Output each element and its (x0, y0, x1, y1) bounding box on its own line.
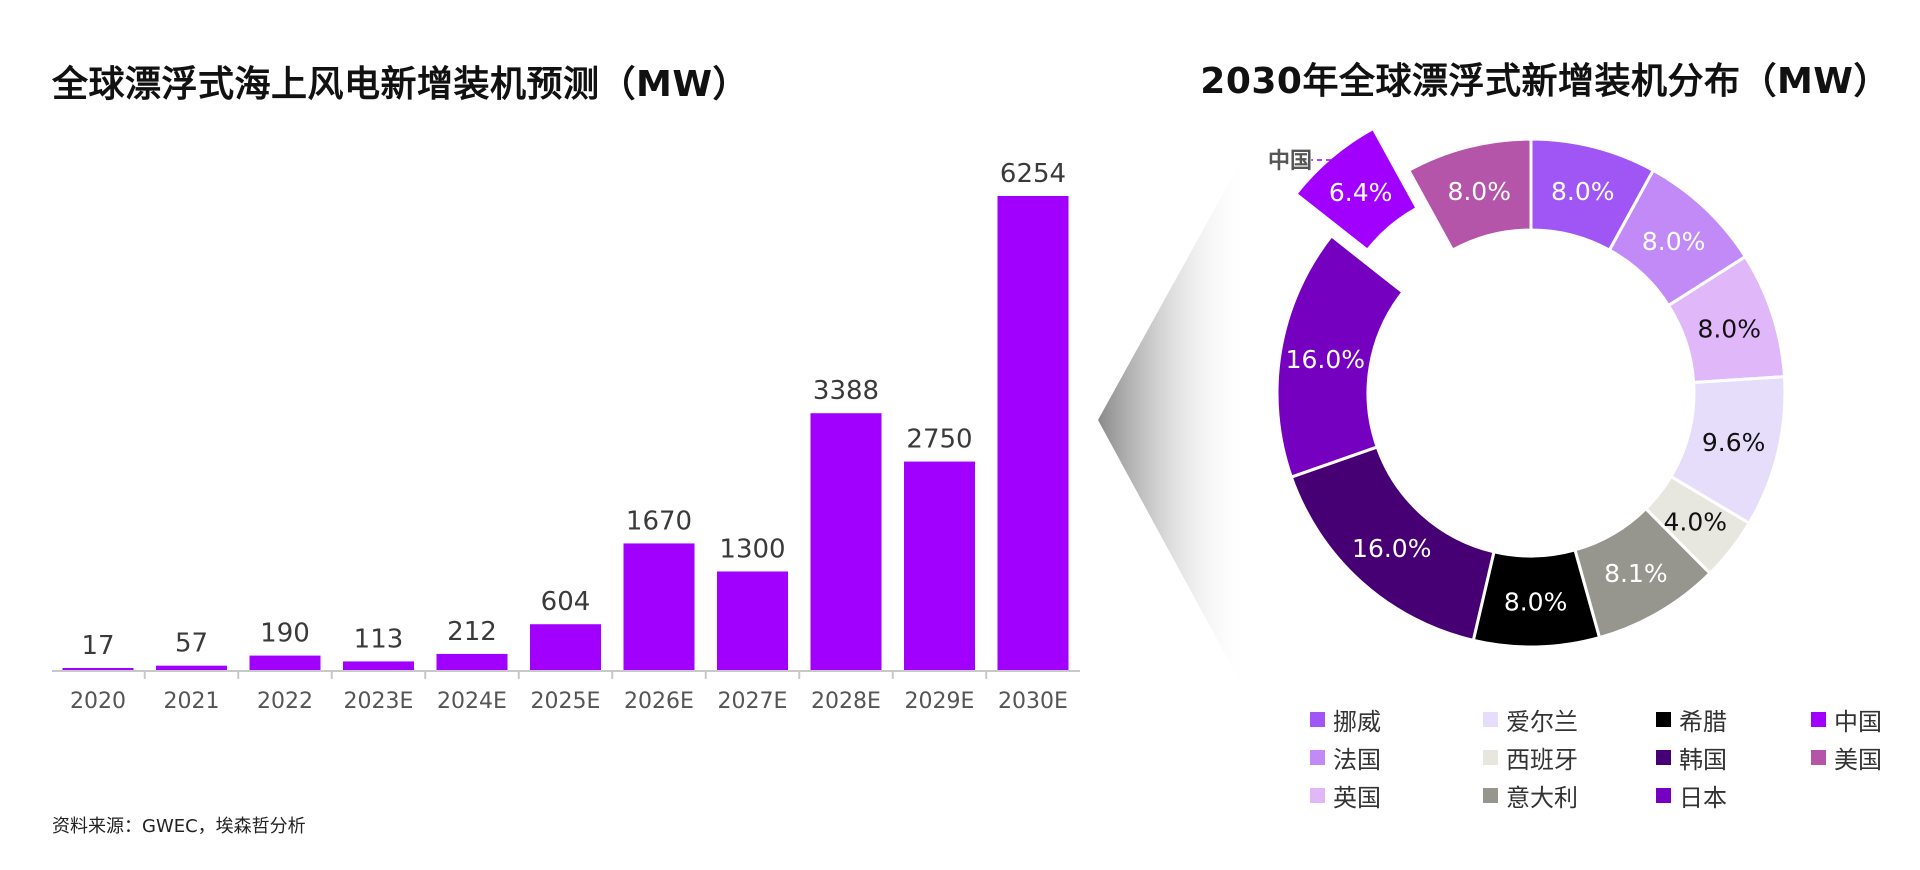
x-tick-label: 2022 (257, 689, 313, 714)
pie-chart-title: 2030年全球漂浮式新增装机分布（MW） (1200, 61, 1890, 102)
legend-label: 英国 (1333, 783, 1381, 812)
legend-item: 法国 (1310, 743, 1483, 774)
bar-2028E (810, 413, 882, 670)
bar-value-label: 212 (447, 617, 497, 647)
x-tick-label: 2024E (437, 689, 507, 714)
bar-value-label: 57 (175, 629, 208, 659)
legend-item: 爱尔兰 (1483, 705, 1656, 736)
legend-label: 爱尔兰 (1506, 707, 1578, 736)
bar-value-label: 1300 (719, 534, 785, 564)
callout-label: 中国 (1268, 149, 1312, 174)
bar-2029E (904, 461, 975, 670)
slice-label: 16.0% (1286, 345, 1365, 374)
donut-chart: 8.0% 8.0% 8.0% 9.6% 4.0% 8.1% 8.0% 16.0% 16.0% 6.… (1268, 126, 1787, 649)
bar-value-label: 190 (260, 619, 310, 649)
legend-label: 意大利 (1506, 783, 1578, 812)
bar-2027E (717, 571, 788, 670)
legend-label: 日本 (1679, 783, 1727, 812)
legend-item: 英国 (1310, 781, 1483, 812)
x-tick-label: 2020 (70, 689, 126, 714)
zoom-connector (1098, 145, 1250, 700)
legend-swatch (1483, 787, 1498, 803)
x-tick-label: 2023E (344, 689, 414, 714)
bar-2023E (343, 661, 414, 670)
bar-2025E (530, 624, 601, 670)
legend-item: 挪威 (1310, 705, 1483, 736)
x-tick-label: 2026E (624, 689, 694, 714)
legend-label: 美国 (1834, 745, 1882, 774)
slice-label: 4.0% (1663, 507, 1727, 536)
legend-item: 韩国 (1656, 743, 1811, 774)
x-tick-label: 2021 (164, 689, 220, 714)
slice-label: 8.0% (1697, 314, 1761, 343)
x-tick-label: 2028E (811, 689, 881, 714)
legend-swatch (1656, 711, 1671, 727)
legend-item: 希腊 (1656, 705, 1811, 736)
source-note: 资料来源：GWEC，埃森哲分析 (52, 816, 306, 837)
bar-value-label: 17 (81, 631, 114, 661)
bar-chart-title: 全球漂浮式海上风电新增装机预测（MW） (52, 64, 750, 105)
bar-2022 (249, 655, 321, 670)
legend-swatch (1310, 787, 1325, 803)
legend-swatch (1483, 749, 1498, 765)
slice-美国 (1406, 137, 1533, 253)
legend-swatch (1811, 711, 1826, 727)
legend-item: 美国 (1811, 743, 1920, 774)
bar-2026E (623, 543, 695, 670)
pie-legend: 挪威 爱尔兰 希腊 中国法国 西班牙 韩国 美国英国 意大利 日本 (1310, 705, 1890, 812)
bar-chart: 17 2020 57 2021 190 2022 113 2023E 212 2024E 604 20… (52, 159, 1080, 714)
legend-item: 西班牙 (1483, 743, 1656, 774)
legend-swatch (1811, 749, 1826, 765)
legend-swatch (1656, 787, 1671, 803)
slice-label: 8.0% (1447, 177, 1511, 206)
x-tick-label: 2025E (531, 689, 601, 714)
bar-value-label: 1670 (626, 506, 692, 536)
bar-value-label: 6254 (1000, 159, 1066, 189)
bar-value-label: 113 (354, 624, 404, 654)
x-tick-label: 2027E (718, 689, 788, 714)
bar-2024E (436, 653, 508, 670)
bar-value-label: 604 (541, 587, 591, 617)
legend-label: 法国 (1333, 745, 1381, 774)
legend-label: 希腊 (1679, 707, 1727, 736)
slice-中国 (1293, 126, 1420, 253)
legend-item: 意大利 (1483, 781, 1656, 812)
bar-2020 (62, 668, 134, 670)
slice-label: 8.0% (1642, 227, 1706, 256)
bar-2030E (997, 196, 1069, 670)
x-tick-label: 2030E (998, 689, 1068, 714)
legend-swatch (1310, 749, 1325, 765)
bar-2021 (156, 665, 227, 670)
slice-label: 9.6% (1702, 428, 1766, 457)
bar-value-label: 2750 (906, 425, 972, 455)
legend-label: 韩国 (1679, 745, 1727, 774)
slice-label: 16.0% (1352, 534, 1431, 563)
legend-swatch (1483, 711, 1498, 727)
legend-swatch (1310, 711, 1325, 727)
slice-label: 8.0% (1551, 177, 1615, 206)
legend-item: 中国 (1811, 705, 1920, 736)
legend-label: 西班牙 (1506, 745, 1578, 774)
slice-label: 6.4% (1329, 178, 1393, 207)
legend-item: 日本 (1656, 781, 1811, 812)
slice-label: 8.0% (1504, 587, 1568, 616)
legend-label: 中国 (1834, 707, 1882, 736)
legend-label: 挪威 (1333, 707, 1381, 736)
x-tick-label: 2029E (905, 689, 975, 714)
bar-value-label: 3388 (813, 376, 879, 406)
slice-日本 (1275, 233, 1406, 479)
slice-label: 8.1% (1604, 559, 1668, 588)
legend-swatch (1656, 749, 1671, 765)
